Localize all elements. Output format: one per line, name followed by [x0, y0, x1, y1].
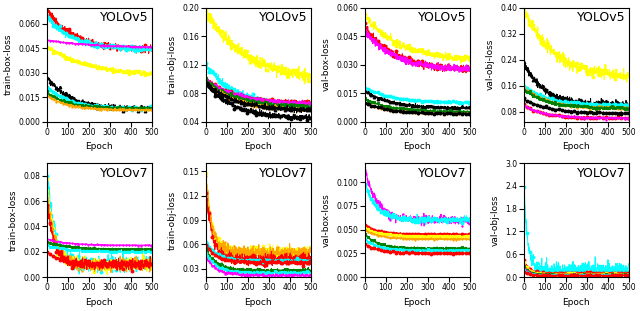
- Y-axis label: val-box-loss: val-box-loss: [322, 38, 331, 91]
- Y-axis label: train-box-loss: train-box-loss: [9, 189, 18, 251]
- X-axis label: Epoch: Epoch: [403, 298, 431, 307]
- Text: YOLOv7: YOLOv7: [259, 167, 307, 179]
- Text: YOLOv5: YOLOv5: [418, 11, 467, 24]
- Text: YOLOv7: YOLOv7: [577, 167, 625, 179]
- Text: YOLOv5: YOLOv5: [577, 11, 625, 24]
- Text: YOLOv5: YOLOv5: [259, 11, 307, 24]
- X-axis label: Epoch: Epoch: [563, 298, 590, 307]
- X-axis label: Epoch: Epoch: [244, 298, 272, 307]
- X-axis label: Epoch: Epoch: [85, 142, 113, 151]
- Y-axis label: train-obj-loss: train-obj-loss: [168, 35, 177, 94]
- Text: YOLOv5: YOLOv5: [100, 11, 148, 24]
- Text: YOLOv7: YOLOv7: [418, 167, 467, 179]
- Y-axis label: train-obj-loss: train-obj-loss: [168, 191, 177, 250]
- Text: YOLOv7: YOLOv7: [100, 167, 148, 179]
- X-axis label: Epoch: Epoch: [563, 142, 590, 151]
- Y-axis label: train-box-loss: train-box-loss: [4, 34, 13, 95]
- Y-axis label: val-obj-loss: val-obj-loss: [491, 194, 500, 246]
- Y-axis label: val-obj-loss: val-obj-loss: [486, 39, 495, 90]
- X-axis label: Epoch: Epoch: [403, 142, 431, 151]
- X-axis label: Epoch: Epoch: [244, 142, 272, 151]
- X-axis label: Epoch: Epoch: [85, 298, 113, 307]
- Y-axis label: val-box-loss: val-box-loss: [322, 193, 331, 247]
